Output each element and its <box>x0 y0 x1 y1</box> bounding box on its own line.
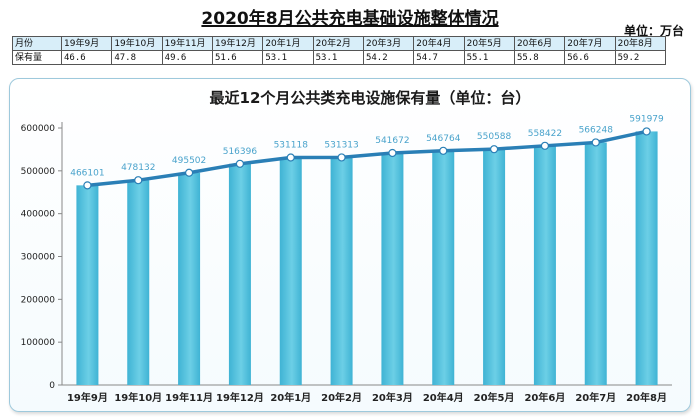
x-tick-label: 20年6月 <box>524 391 565 404</box>
table-row-months: 月份 19年9月 19年10月 19年11月 19年12月 20年1月 20年2… <box>12 36 667 51</box>
x-tick-label: 20年5月 <box>474 391 515 404</box>
series-marker <box>591 138 600 147</box>
data-label: 541672 <box>375 136 409 146</box>
x-tick-label: 20年1月 <box>270 391 311 404</box>
series-line <box>87 129 647 188</box>
table-row-header: 月份 <box>12 36 62 51</box>
series-marker <box>337 153 346 162</box>
table-cell-month: 19年9月 <box>60 36 113 51</box>
bar <box>584 142 607 385</box>
table-cell-month: 20年7月 <box>564 36 616 51</box>
y-tick-label: 400000 <box>21 210 56 220</box>
y-tick-label: 500000 <box>21 167 56 177</box>
table-cell-value: 56.6 <box>564 50 616 65</box>
chart-title: 最近12个月公共类充电设施保有量（单位：台） <box>210 89 531 107</box>
x-tick-label: 19年11月 <box>165 391 213 404</box>
table-cell-value: 59.2 <box>614 50 667 65</box>
x-tick-label: 20年3月 <box>372 391 413 404</box>
bar <box>483 149 506 385</box>
bar <box>330 157 353 385</box>
x-tick-label: 19年12月 <box>216 391 264 404</box>
x-tick-label: 20年8月 <box>626 391 667 404</box>
page-title: 2020年8月公共充电基础设施整体情况 <box>201 9 499 29</box>
table-cell-month: 20年2月 <box>312 36 364 51</box>
table-cell-value: 53.1 <box>262 50 314 65</box>
data-label: 531313 <box>324 140 358 150</box>
data-label: 516396 <box>223 147 258 157</box>
data-label: 466101 <box>70 168 104 178</box>
series-marker <box>184 168 194 177</box>
x-tick-label: 20年2月 <box>321 391 362 404</box>
series-marker <box>83 181 92 190</box>
data-label: 591979 <box>629 114 664 124</box>
series-marker <box>489 145 499 154</box>
table-cell-value: 49.6 <box>161 50 213 65</box>
series-marker <box>439 146 448 155</box>
data-label: 495502 <box>172 156 206 166</box>
data-label: 550588 <box>477 132 512 142</box>
series-marker <box>235 159 245 168</box>
data-label: 478132 <box>121 163 155 173</box>
x-tick-label: 19年9月 <box>67 391 108 404</box>
x-tick-label: 20年4月 <box>423 391 464 404</box>
y-tick-label: 300000 <box>21 253 56 263</box>
bar <box>127 180 150 385</box>
table-cell-month: 20年6月 <box>513 36 566 51</box>
series-marker <box>388 148 397 158</box>
bar <box>228 163 251 385</box>
data-label: 566248 <box>579 125 614 135</box>
x-tick-label: 20年7月 <box>575 391 616 404</box>
bar <box>635 131 658 385</box>
series-marker <box>642 127 651 136</box>
series-marker <box>134 176 143 185</box>
y-tick-label: 200000 <box>21 295 56 305</box>
bar <box>178 172 201 385</box>
y-tick-label: 100000 <box>21 338 56 348</box>
table-cell-month: 19年10月 <box>111 36 163 51</box>
data-label: 546764 <box>426 134 461 144</box>
bar <box>432 150 455 385</box>
table-cell-month: 19年12月 <box>211 36 264 51</box>
bar <box>381 152 404 385</box>
bar <box>279 157 302 385</box>
data-label: 531118 <box>274 141 309 151</box>
y-tick-label: 600000 <box>21 124 56 134</box>
bar <box>76 185 99 385</box>
table-row-values: 保有量 46.6 47.8 49.6 51.6 53.1 53.1 54.2 5… <box>12 50 667 65</box>
data-label: 558422 <box>528 129 562 139</box>
x-tick-label: 19年10月 <box>114 391 162 404</box>
table-cell-value: 51.6 <box>211 50 264 65</box>
table-cell-month: 19年11月 <box>161 36 213 51</box>
summary-table: 月份 19年9月 19年10月 19年11月 19年12月 20年1月 20年2… <box>12 36 667 65</box>
y-tick-label: 0 <box>49 381 55 391</box>
unit-label: 单位：万台 <box>623 24 684 38</box>
series-marker <box>540 141 550 150</box>
series-marker <box>286 153 295 162</box>
bar <box>533 145 556 385</box>
table-cell-month: 20年8月 <box>614 36 667 51</box>
